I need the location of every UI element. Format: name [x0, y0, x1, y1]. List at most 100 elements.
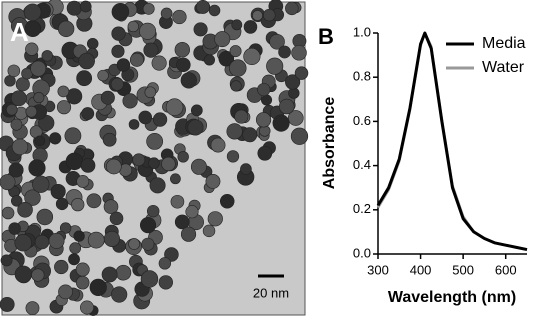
particle — [158, 257, 172, 270]
particle — [190, 158, 207, 175]
particle — [144, 86, 157, 99]
particle — [218, 50, 235, 67]
panel-label: A — [10, 17, 29, 47]
particle — [33, 92, 45, 104]
particle — [214, 31, 231, 48]
particle — [14, 234, 32, 252]
particle — [1, 206, 15, 220]
particle — [8, 162, 24, 178]
particle — [59, 222, 72, 234]
particle — [28, 159, 46, 177]
particles — [0, 0, 309, 316]
particle — [165, 98, 184, 116]
particle — [160, 7, 173, 20]
particle — [79, 0, 92, 13]
particle — [151, 55, 167, 71]
x-tick-label: 500 — [452, 262, 474, 277]
particle — [193, 22, 208, 37]
particle — [71, 197, 85, 212]
particle — [180, 226, 197, 242]
particle — [252, 10, 263, 21]
particle — [240, 163, 252, 175]
particle — [11, 138, 29, 156]
particle — [58, 284, 73, 300]
particle — [80, 300, 94, 315]
particle — [161, 156, 176, 172]
particle — [205, 174, 221, 189]
particle — [64, 127, 82, 145]
y-tick-label: 0.6 — [353, 113, 371, 128]
particle — [56, 100, 72, 115]
particle — [75, 262, 90, 277]
particle — [0, 296, 15, 312]
particle — [285, 1, 299, 16]
y-tick-label: 0.2 — [353, 201, 371, 216]
particle — [32, 175, 50, 193]
particle — [190, 104, 203, 117]
particle — [7, 64, 21, 78]
particle — [57, 85, 70, 98]
particle — [261, 94, 273, 106]
particle — [86, 193, 102, 209]
particle — [57, 20, 75, 38]
particle — [170, 173, 181, 185]
particle — [111, 286, 128, 303]
particle — [172, 9, 187, 25]
particle — [149, 177, 166, 194]
particle — [230, 80, 242, 92]
x-tick-label: 600 — [495, 262, 517, 277]
particle — [115, 264, 132, 281]
particle — [294, 66, 309, 80]
particle — [30, 60, 47, 77]
y-tick-label: 0.8 — [353, 69, 371, 84]
particle — [31, 268, 45, 282]
particle — [128, 238, 140, 250]
particle — [263, 8, 276, 22]
particle — [203, 54, 215, 66]
particle — [24, 189, 41, 206]
particle — [34, 234, 50, 250]
particle — [17, 201, 33, 218]
data-line — [376, 31, 528, 252]
particle — [76, 175, 90, 188]
particle — [290, 127, 309, 145]
particle — [109, 211, 124, 226]
particle — [139, 22, 157, 40]
particle — [50, 183, 66, 200]
particle — [65, 152, 84, 171]
particle — [10, 118, 23, 131]
particle — [243, 47, 261, 66]
x-tick-label: 300 — [367, 262, 389, 277]
particle — [146, 204, 160, 218]
particle — [269, 33, 285, 50]
particle — [78, 52, 95, 70]
particle — [195, 0, 210, 14]
particle — [278, 98, 295, 115]
particle — [49, 132, 62, 145]
particle — [34, 135, 46, 147]
particle — [285, 74, 301, 90]
particle — [148, 157, 160, 169]
y-tick-label: 1.0 — [353, 24, 371, 39]
particle — [242, 127, 258, 143]
particle — [202, 224, 216, 238]
particle — [25, 301, 40, 316]
particle — [24, 20, 42, 37]
particle — [122, 93, 138, 109]
particle — [15, 77, 30, 92]
particle — [25, 42, 39, 56]
particle — [127, 20, 139, 33]
particle — [103, 230, 120, 247]
particle — [11, 195, 23, 207]
particle — [255, 112, 272, 128]
particle — [132, 153, 146, 167]
particle — [180, 72, 197, 89]
particle — [36, 208, 54, 226]
particle — [5, 103, 18, 116]
y-tick-label: 0.0 — [353, 245, 371, 260]
particle — [210, 137, 226, 153]
particle — [243, 20, 258, 34]
particle — [75, 275, 90, 290]
x-tick-label: 400 — [410, 262, 432, 277]
